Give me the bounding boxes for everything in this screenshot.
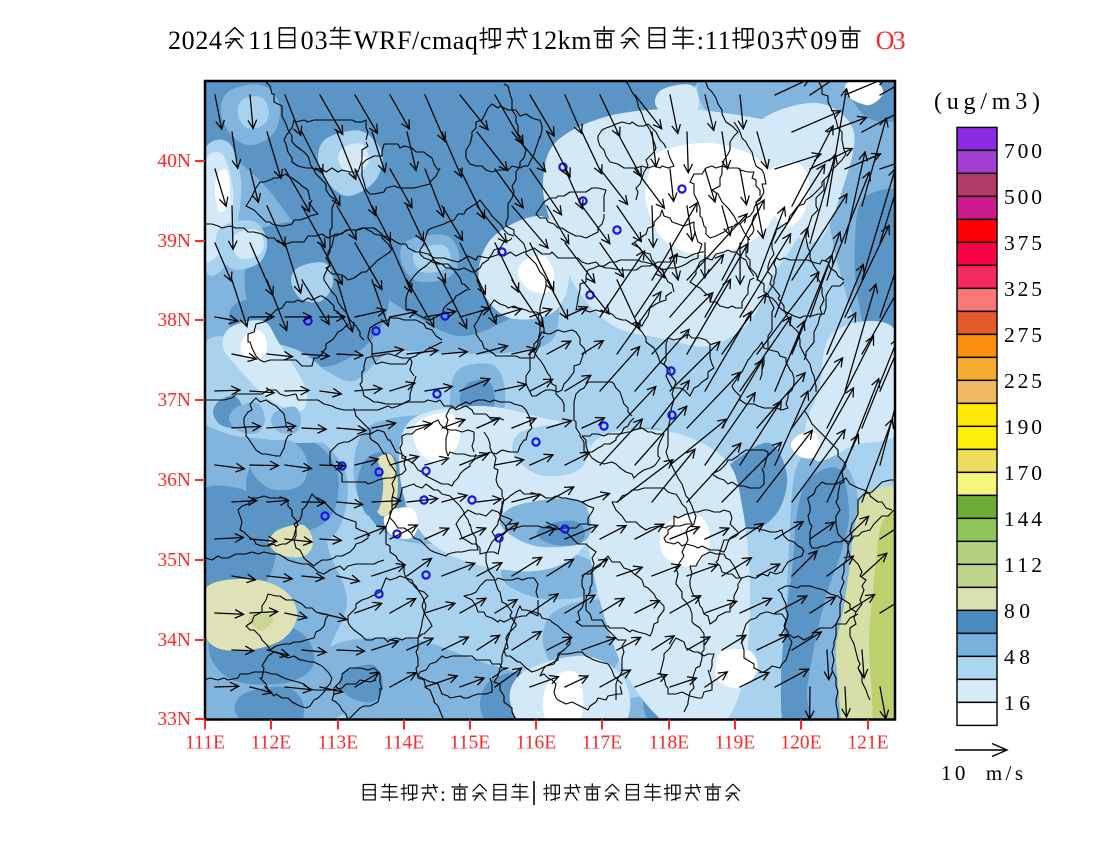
svg-text:112E: 112E — [251, 733, 291, 754]
svg-text:118E: 118E — [649, 733, 689, 754]
svg-text:O3: O3 — [876, 26, 906, 55]
svg-text:03: 03 — [757, 26, 784, 55]
svg-text:40N: 40N — [157, 151, 191, 172]
svg-text:WRF/cmaq: WRF/cmaq — [354, 26, 478, 55]
svg-text:34N: 34N — [157, 630, 191, 651]
svg-text:09: 09 — [810, 26, 837, 55]
svg-text:115E: 115E — [450, 733, 490, 754]
svg-text:36N: 36N — [157, 470, 191, 491]
svg-text:275: 275 — [1004, 323, 1042, 347]
svg-text:37N: 37N — [157, 390, 191, 411]
svg-text:39N: 39N — [157, 231, 191, 252]
svg-text:03: 03 — [301, 26, 328, 55]
svg-text:120E: 120E — [780, 733, 821, 754]
svg-text:33N: 33N — [157, 709, 191, 730]
svg-text:113E: 113E — [318, 733, 358, 754]
svg-text:38N: 38N — [157, 310, 191, 331]
svg-text:700: 700 — [1004, 139, 1042, 163]
svg-text:500: 500 — [1004, 185, 1042, 209]
svg-text:2024: 2024 — [168, 26, 222, 55]
svg-text:190: 190 — [1004, 415, 1042, 439]
svg-text:325: 325 — [1004, 277, 1042, 301]
svg-text:114E: 114E — [384, 733, 424, 754]
svg-text:225: 225 — [1004, 369, 1042, 393]
svg-text:375: 375 — [1004, 231, 1042, 255]
svg-text:112: 112 — [1004, 553, 1042, 577]
svg-text:35N: 35N — [157, 550, 191, 571]
svg-text:117E: 117E — [582, 733, 622, 754]
svg-text:10 m/s: 10 m/s — [941, 761, 1023, 785]
svg-text:116E: 116E — [516, 733, 556, 754]
svg-text:11: 11 — [705, 26, 731, 55]
svg-text:170: 170 — [1004, 461, 1042, 485]
svg-text:121E: 121E — [847, 733, 888, 754]
svg-text:144: 144 — [1004, 507, 1042, 531]
svg-text::: : — [440, 782, 446, 806]
svg-text::: : — [697, 26, 704, 55]
svg-text:111E: 111E — [185, 733, 225, 754]
svg-text:12km: 12km — [531, 26, 592, 55]
svg-text:11: 11 — [248, 26, 274, 55]
svg-text:119E: 119E — [715, 733, 755, 754]
